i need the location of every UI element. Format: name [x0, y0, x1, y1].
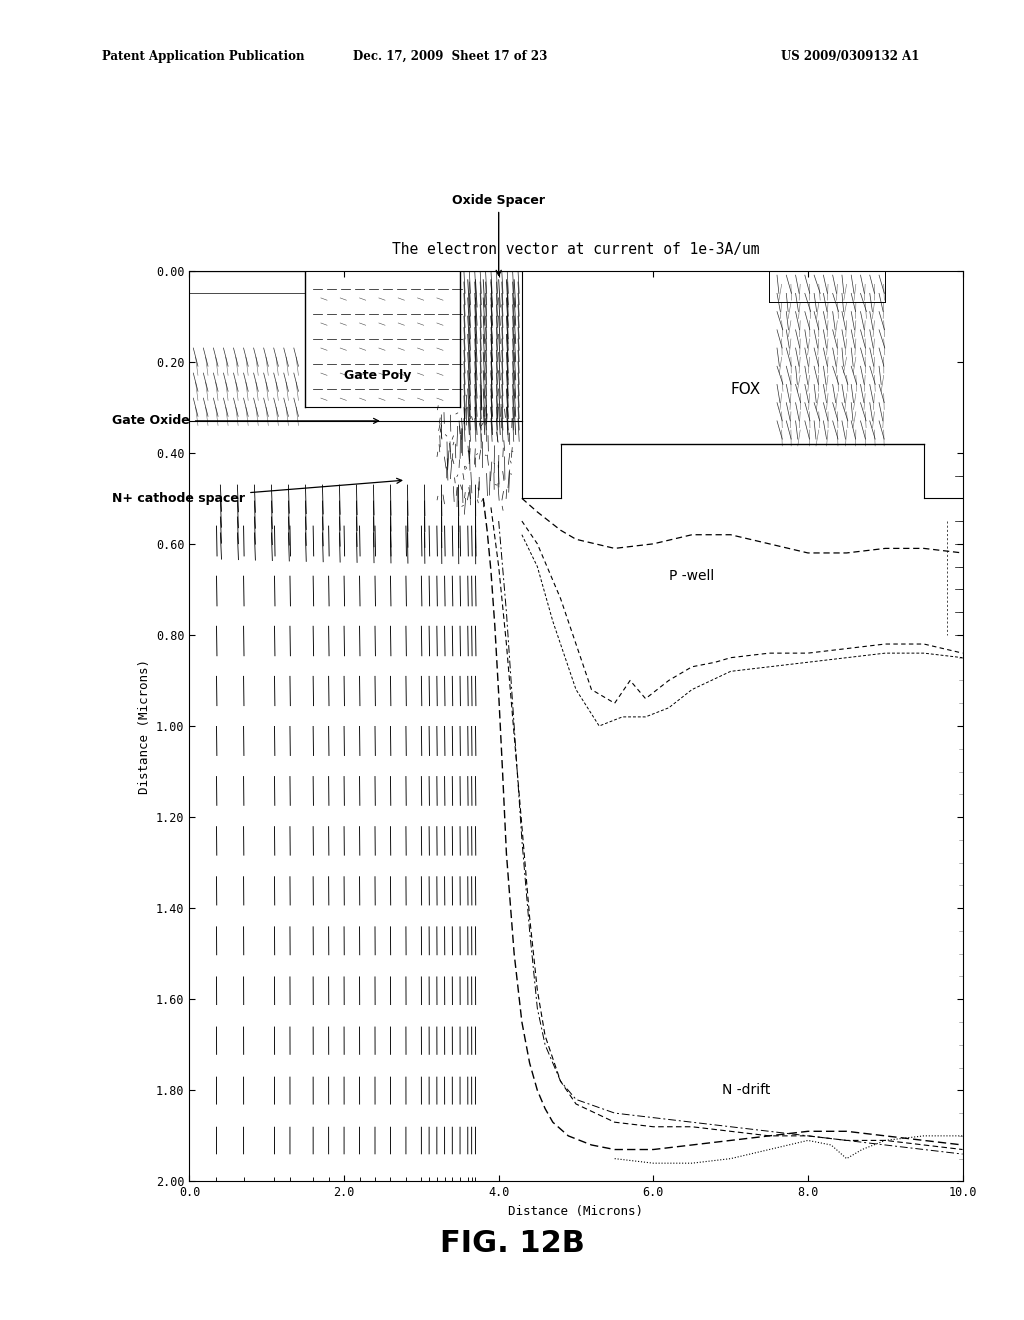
Text: Oxide Spacer: Oxide Spacer [453, 194, 545, 276]
Text: FOX: FOX [731, 381, 761, 396]
Text: P -well: P -well [670, 569, 715, 582]
X-axis label: Distance (Microns): Distance (Microns) [509, 1205, 643, 1218]
Text: US 2009/0309132 A1: US 2009/0309132 A1 [780, 50, 920, 63]
Text: Gate Poly: Gate Poly [344, 368, 412, 381]
Y-axis label: Distance (Microns): Distance (Microns) [137, 659, 151, 793]
Text: Patent Application Publication: Patent Application Publication [102, 50, 305, 63]
Text: Dec. 17, 2009  Sheet 17 of 23: Dec. 17, 2009 Sheet 17 of 23 [353, 50, 548, 63]
Text: N -drift: N -drift [722, 1084, 770, 1097]
Text: N+ cathode spacer: N+ cathode spacer [113, 478, 401, 504]
Text: FIG. 12B: FIG. 12B [439, 1229, 585, 1258]
Text: Gate Oxide: Gate Oxide [113, 414, 379, 428]
Title: The electron vector at current of 1e-3A/um: The electron vector at current of 1e-3A/… [392, 242, 760, 257]
